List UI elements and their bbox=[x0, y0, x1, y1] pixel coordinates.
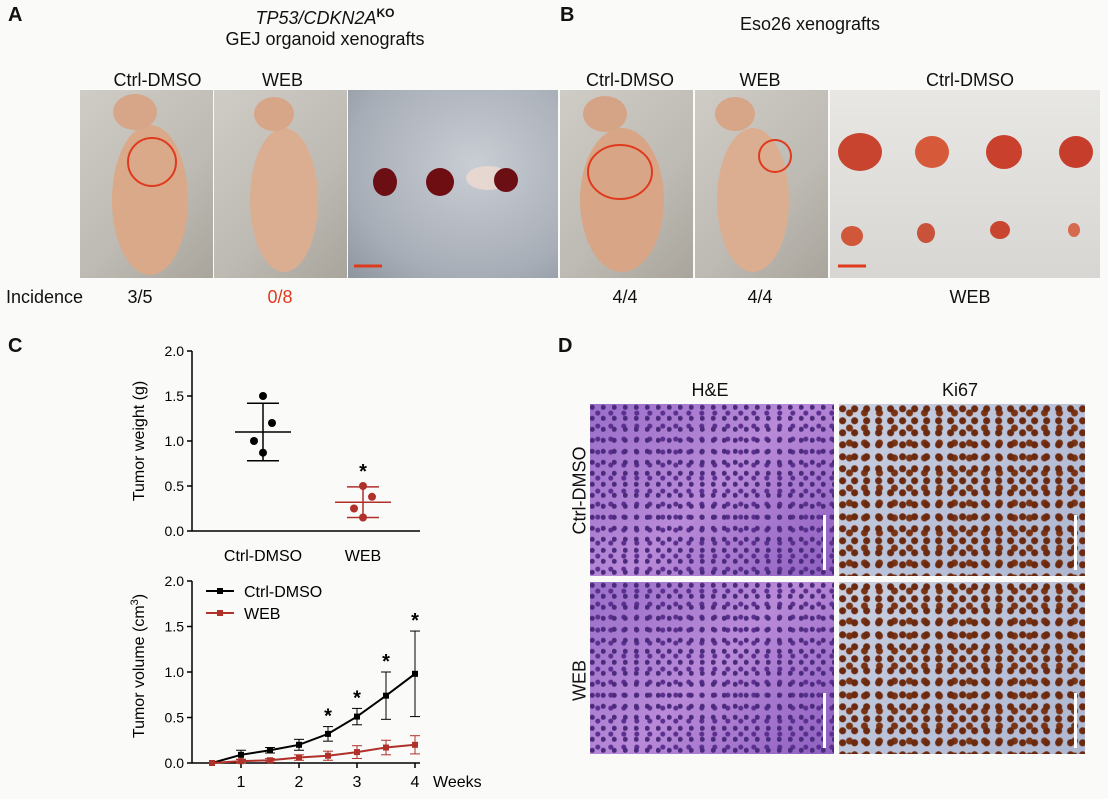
incidence-web-value: 0/8 bbox=[267, 287, 293, 307]
weight-data-point bbox=[359, 482, 367, 490]
panel-a-title: TP53/CDKN2AKO GEJ organoid xenografts bbox=[160, 6, 490, 50]
panel-d-row-ctrl: Ctrl-DMSO bbox=[569, 446, 590, 535]
weight-data-point bbox=[368, 492, 376, 501]
volume-y-axis-label: Tumor volume (cm3) bbox=[129, 594, 148, 738]
mouse-ctrl-a-graphic bbox=[112, 94, 188, 275]
mouse-ctrl-b-graphic bbox=[580, 96, 664, 272]
tumor-dish-graphic bbox=[354, 166, 518, 268]
weight-data-point bbox=[359, 513, 367, 522]
weight-significance-star: * bbox=[359, 461, 367, 483]
volume-data-point bbox=[412, 670, 418, 677]
volume-data-point bbox=[267, 757, 273, 764]
volume-data-point bbox=[325, 730, 331, 737]
weight-y-tick-label: 2.0 bbox=[165, 343, 185, 359]
panel-b-value-web: 4/4 bbox=[747, 287, 773, 307]
panel-a-col-web: WEB bbox=[261, 70, 303, 90]
tumor-weight-chart: 0.0 0.5 1.0 1.5 2.0 Tumor weight (g) Ctrl-DMSO… bbox=[131, 343, 420, 565]
weight-data-point bbox=[350, 504, 358, 513]
weight-data-point bbox=[259, 448, 267, 457]
panel-b-title: Eso26 xenografts bbox=[739, 14, 881, 34]
panel-d-row-web: WEB bbox=[569, 660, 590, 702]
he-web-micrograph bbox=[590, 582, 834, 754]
panel-d-letter: D bbox=[558, 335, 573, 357]
volume-data-point bbox=[354, 749, 360, 756]
legend-label: WEB bbox=[244, 606, 280, 623]
incidence-ctrl-value: 3/5 bbox=[127, 287, 153, 307]
scale-bar bbox=[823, 693, 826, 748]
weight-data-point bbox=[268, 419, 276, 427]
legend-label: Ctrl-DMSO bbox=[244, 584, 322, 601]
volume-data-point bbox=[325, 752, 331, 759]
tumors-b-graphic bbox=[838, 133, 1093, 268]
volume-x-tick-label: 4 bbox=[411, 774, 420, 791]
weight-y-tick-label: 0.5 bbox=[165, 478, 185, 494]
weight-y-axis-label: Tumor weight (g) bbox=[131, 381, 148, 501]
volume-y-tick-label: 1.5 bbox=[165, 619, 185, 635]
volume-data-point bbox=[383, 744, 389, 751]
panel-d-col-he: H&E bbox=[691, 380, 729, 400]
volume-data-point bbox=[238, 751, 244, 758]
tumor-volume-chart: 0.0 0.5 1.0 1.5 2.0 1 2 3 4 Weeks Tumor volume (cm… bbox=[129, 573, 482, 791]
ki67-ctrl-micrograph bbox=[839, 404, 1085, 576]
panel-a-title-gene: TP53/CDKN2A bbox=[255, 8, 377, 28]
panel-b-value-tumors: WEB bbox=[949, 287, 991, 307]
panel-b-value-ctrl: 4/4 bbox=[612, 287, 638, 307]
volume-y-tick-label: 0.0 bbox=[165, 755, 185, 771]
panel-b-col-tumors: Ctrl-DMSO bbox=[926, 70, 1014, 90]
volume-y-tick-label: 1.0 bbox=[165, 664, 185, 680]
scale-bar bbox=[823, 515, 826, 570]
volume-series-line bbox=[211, 673, 416, 764]
mouse-web-a-graphic bbox=[250, 97, 318, 272]
panel-b-tumors-photo bbox=[830, 90, 1100, 278]
volume-x-tick-label: 3 bbox=[353, 774, 362, 791]
volume-x-tick-label: 1 bbox=[237, 774, 246, 791]
weight-data-point bbox=[259, 392, 267, 400]
panel-b-mouse-ctrl-photo bbox=[560, 90, 693, 278]
volume-data-point bbox=[267, 747, 273, 754]
volume-significance-star: * bbox=[353, 687, 361, 709]
panel-d-col-ki67: Ki67 bbox=[941, 380, 979, 400]
volume-x-tick-label: 2 bbox=[295, 774, 304, 791]
volume-data-point bbox=[412, 741, 418, 748]
legend-marker bbox=[217, 588, 223, 594]
volume-data-point bbox=[383, 692, 389, 699]
volume-data-point bbox=[238, 758, 244, 765]
volume-y-tick-label: 0.5 bbox=[165, 710, 185, 726]
volume-data-point bbox=[354, 713, 360, 720]
legend-marker bbox=[217, 610, 223, 616]
weight-x-tick-label: WEB bbox=[345, 548, 381, 565]
weight-x-tick-label: Ctrl-DMSO bbox=[224, 548, 302, 565]
volume-significance-star: * bbox=[324, 706, 332, 728]
panel-c-letter: C bbox=[8, 335, 23, 357]
panel-a-mouse-ctrl-photo bbox=[80, 90, 213, 278]
weight-y-tick-label: 0.0 bbox=[165, 523, 185, 539]
panel-a-tumor-dish-photo bbox=[348, 90, 558, 278]
panel-a-letter: A bbox=[8, 4, 23, 26]
weight-data-point bbox=[250, 437, 258, 445]
volume-series-line bbox=[211, 743, 416, 764]
volume-significance-star: * bbox=[382, 651, 390, 673]
volume-x-axis-label: Weeks bbox=[433, 774, 482, 791]
ki67-web-micrograph bbox=[839, 582, 1085, 754]
panel-a-col-ctrl: Ctrl-DMSO bbox=[113, 70, 202, 90]
volume-data-point bbox=[296, 741, 302, 748]
volume-significance-star: * bbox=[411, 610, 419, 632]
mouse-web-b-graphic bbox=[715, 97, 792, 272]
incidence-label: Incidence bbox=[6, 287, 84, 307]
panel-b-col-web: WEB bbox=[739, 70, 781, 90]
panel-a-title-sup: KO bbox=[376, 6, 395, 20]
panel-b-mouse-web-photo bbox=[695, 90, 828, 278]
scale-bar bbox=[1074, 693, 1077, 748]
he-ctrl-micrograph bbox=[590, 404, 834, 576]
scale-bar bbox=[1074, 515, 1077, 570]
volume-y-tick-label: 2.0 bbox=[165, 573, 185, 589]
volume-data-point bbox=[296, 754, 302, 761]
panel-a-title-line2: GEJ organoid xenografts bbox=[225, 29, 425, 49]
panel-b-col-ctrl: Ctrl-DMSO bbox=[586, 70, 674, 90]
panel-b-letter: B bbox=[560, 4, 575, 26]
weight-y-tick-label: 1.0 bbox=[165, 433, 185, 449]
panel-a-mouse-web-photo bbox=[214, 90, 347, 278]
volume-data-point bbox=[209, 760, 215, 766]
weight-y-tick-label: 1.5 bbox=[165, 388, 185, 404]
